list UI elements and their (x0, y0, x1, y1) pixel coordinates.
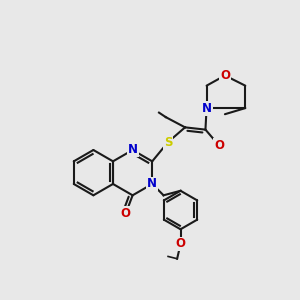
Text: N: N (202, 102, 212, 115)
Text: N: N (128, 143, 138, 157)
Text: N: N (147, 178, 157, 190)
Text: O: O (121, 207, 131, 220)
Text: S: S (164, 136, 172, 148)
Text: O: O (214, 139, 224, 152)
Text: O: O (176, 238, 185, 250)
Text: O: O (220, 69, 230, 82)
Text: N: N (202, 102, 212, 115)
